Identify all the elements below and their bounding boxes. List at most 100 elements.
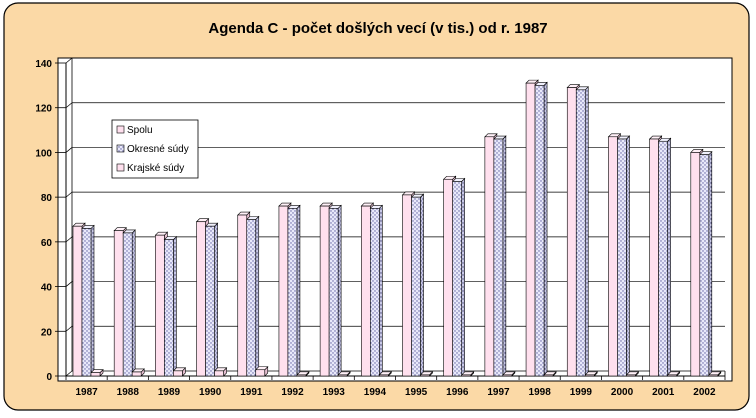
bar-2002-2	[699, 150, 713, 377]
bar-front	[287, 208, 298, 377]
bar-1998-3	[543, 371, 557, 377]
bar-1992-3	[296, 371, 310, 377]
bar-front	[337, 374, 348, 377]
bar-front	[131, 371, 142, 377]
x-tick-label: 2000	[611, 387, 634, 398]
gridline-depth	[65, 370, 73, 377]
bar-1992-2	[287, 204, 301, 377]
bar-1989-3	[172, 367, 187, 377]
bar-front	[566, 87, 577, 377]
x-tick-label: 1997	[487, 387, 510, 398]
gridline-depth	[65, 57, 73, 64]
bar-side	[296, 204, 301, 377]
bar-2000-3	[625, 371, 640, 377]
bar-front	[164, 239, 174, 377]
bar-front	[205, 225, 215, 377]
bar-side	[420, 193, 424, 377]
bar-front	[617, 138, 627, 377]
x-tick-label: 1987	[75, 387, 98, 398]
bar-front	[237, 214, 248, 377]
x-tick-label: 1988	[117, 387, 140, 398]
y-tick-label: 120	[35, 104, 52, 115]
bar-front	[649, 138, 659, 377]
bar-side	[543, 81, 548, 377]
bar-side	[502, 135, 507, 377]
bar-1999-3	[584, 371, 598, 377]
y-tick-label: 0	[46, 372, 52, 383]
bars	[72, 79, 722, 377]
bar-1998-2	[534, 81, 548, 377]
bar-1997-3	[502, 371, 516, 377]
bar-1993-3	[337, 371, 351, 377]
bar-side	[667, 137, 671, 377]
bar-side	[90, 224, 95, 377]
y-tick-label: 40	[41, 283, 53, 294]
legend-swatch-krajske	[116, 163, 125, 172]
x-tick-label: 1992	[281, 387, 304, 398]
bar-side	[626, 135, 630, 377]
bar-front	[575, 89, 586, 377]
bar-front	[255, 369, 266, 377]
gridline-depth	[65, 102, 73, 108]
x-tick-label: 1998	[529, 387, 552, 398]
bar-side	[584, 86, 589, 377]
bar-front	[196, 221, 206, 377]
bar-1987-3	[90, 368, 104, 377]
x-tick-label: 1999	[570, 387, 593, 398]
y-tick-label: 140	[35, 59, 52, 70]
bar-front	[461, 374, 471, 377]
bar-1996-2	[451, 177, 466, 377]
legend: Spolu Okresné súdy Krajské súdy	[111, 119, 199, 179]
bar-1996-3	[460, 371, 475, 377]
bar-front	[319, 205, 330, 377]
x-tick-label: 1995	[405, 387, 428, 398]
bar-front	[484, 136, 495, 377]
x-tick-label: 2001	[652, 387, 675, 398]
bar-1987-2	[81, 224, 95, 377]
legend-label-krajske: Krajské súdy	[127, 163, 184, 174]
bar-front	[534, 85, 545, 377]
x-axis-ticks: 1987 1988 1989 1990 1991 1992 1993 1994 1995 1996…	[75, 387, 715, 398]
bar-side	[214, 222, 218, 377]
bar-1997-2	[493, 135, 507, 377]
gridline-depth	[65, 281, 73, 287]
bar-2000-2	[616, 135, 631, 377]
bar-front	[690, 152, 701, 377]
bar-front	[411, 196, 421, 377]
bar-side	[461, 177, 465, 377]
x-tick-label: 1990	[199, 387, 222, 398]
bar-front	[72, 225, 83, 377]
gridline-depth	[65, 147, 73, 153]
bar-front	[370, 208, 380, 377]
bar-front	[122, 232, 133, 377]
bar-side	[379, 204, 383, 377]
bar-1990-3	[213, 367, 228, 377]
bar-2001-2	[657, 137, 672, 377]
bar-front	[452, 181, 462, 377]
bar-front	[173, 370, 183, 377]
x-tick-label: 1991	[240, 387, 263, 398]
bar-side	[337, 204, 342, 377]
bar-1990-2	[204, 222, 219, 377]
bar-front	[379, 374, 389, 377]
bar-side	[255, 215, 260, 377]
x-tick-label: 1996	[446, 387, 469, 398]
bar-1989-2	[163, 235, 178, 377]
bar-front	[214, 370, 224, 377]
bar-1995-3	[419, 371, 434, 377]
gridline-depth	[65, 326, 73, 332]
bar-front	[81, 228, 92, 377]
bar-1994-3	[378, 371, 393, 377]
bar-front	[708, 374, 719, 377]
gridline-depth	[65, 191, 73, 198]
legend-label-okresne: Okresné súdy	[127, 144, 189, 155]
bar-front	[90, 372, 101, 377]
y-tick-label: 60	[41, 238, 53, 249]
bar-front	[246, 219, 257, 377]
x-tick-label: 1993	[323, 387, 346, 398]
y-tick-label: 20	[41, 327, 53, 338]
x-tick-label: 1994	[364, 387, 387, 398]
bar-front	[402, 194, 412, 377]
